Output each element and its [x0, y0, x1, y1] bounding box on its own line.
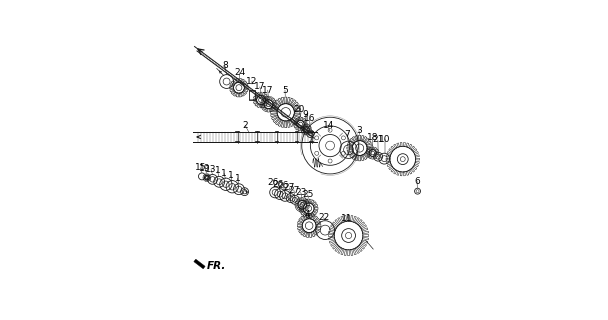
- Text: 27: 27: [288, 186, 300, 195]
- Text: 26: 26: [277, 181, 289, 190]
- Text: 10: 10: [379, 135, 390, 144]
- Text: 19: 19: [199, 164, 211, 173]
- Text: 1: 1: [221, 169, 227, 178]
- Text: 23: 23: [295, 188, 306, 197]
- Text: 24: 24: [234, 68, 245, 77]
- Text: FR.: FR.: [206, 261, 226, 271]
- Text: 8: 8: [222, 61, 228, 70]
- Bar: [249, 90, 255, 100]
- Text: 27: 27: [284, 183, 295, 192]
- Text: 13: 13: [206, 165, 217, 174]
- Text: 21: 21: [372, 135, 384, 144]
- Text: 1: 1: [215, 166, 220, 175]
- Text: 11: 11: [341, 214, 353, 223]
- Text: 26: 26: [272, 180, 284, 189]
- Text: 2: 2: [242, 121, 248, 130]
- Text: 15: 15: [195, 163, 206, 172]
- Text: 17: 17: [262, 86, 274, 95]
- Text: 1: 1: [235, 174, 240, 183]
- Text: 14: 14: [323, 121, 334, 130]
- Text: 5: 5: [282, 86, 288, 95]
- Text: 26: 26: [268, 178, 279, 187]
- Text: 7: 7: [344, 130, 350, 139]
- Text: 12: 12: [246, 77, 258, 86]
- Text: 1: 1: [228, 171, 233, 180]
- Text: 20: 20: [294, 105, 305, 114]
- Text: 17: 17: [254, 83, 266, 92]
- Text: 25: 25: [302, 190, 313, 199]
- Text: 3: 3: [356, 126, 362, 135]
- Text: 18: 18: [367, 133, 378, 142]
- Polygon shape: [194, 259, 205, 269]
- Text: 22: 22: [318, 213, 330, 222]
- Text: 9: 9: [302, 110, 308, 119]
- Text: 16: 16: [304, 114, 316, 123]
- Text: 6: 6: [414, 177, 420, 186]
- Text: 4: 4: [305, 210, 311, 219]
